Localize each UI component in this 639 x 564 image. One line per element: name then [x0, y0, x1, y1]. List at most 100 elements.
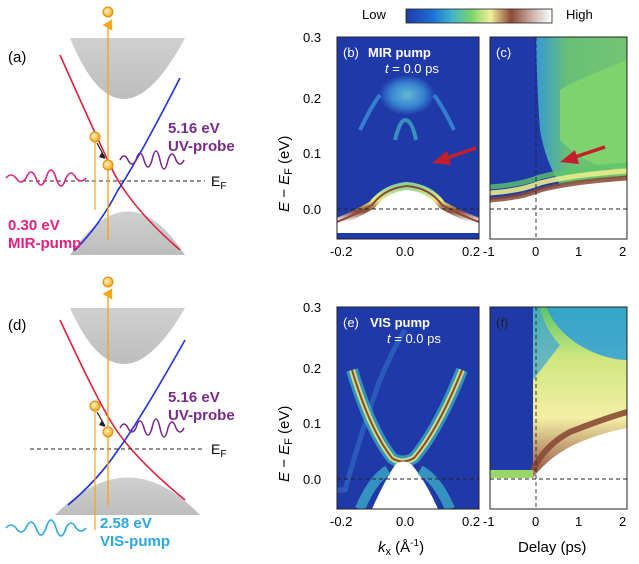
panel-f-hot-band: [530, 409, 627, 472]
probe-name-d: UV-probe: [168, 407, 235, 424]
panel-c-band-edge-yellow: [490, 168, 627, 196]
panel-c-occupied-region: [490, 178, 627, 239]
panel-f-edge-blue: [533, 307, 560, 380]
panel-e-xtick-pos: 0.2: [462, 514, 480, 529]
probe-name-a: UV-probe: [168, 138, 235, 155]
relaxation-arrow-a: [96, 142, 106, 159]
panel-f-pre-edge: [490, 470, 533, 478]
panel-f-pre-occupied: [490, 478, 533, 509]
pump-name-d: VIS-pump: [100, 533, 170, 550]
relaxed-electron-a: [102, 159, 114, 171]
panel-c-x-ticks: -1 0 1 2: [483, 244, 626, 259]
panel-b-right-branch: [432, 93, 456, 131]
delay-axis-label: Delay (ps): [518, 539, 586, 556]
panel-b-upper-spot: [379, 75, 435, 115]
bottom-y-tick-0-1: 0.1: [303, 416, 321, 431]
bottom-y-tick-0-0: 0.0: [303, 472, 321, 487]
panel-f-x-ticks: -1 0 1 2: [483, 514, 626, 529]
top-y-axis: 0.3 0.2 0.1 0.0 E − EF (eV): [276, 30, 321, 217]
panel-c-xtick-m1: -1: [483, 244, 495, 259]
panel-c-band-edge-green: [490, 162, 627, 190]
panel-e-title: VIS pump: [370, 315, 430, 330]
panel-c-xtick-0: 0: [532, 244, 539, 259]
top-y-tick-0-3: 0.3: [303, 30, 321, 45]
photoelectron-a: [102, 6, 114, 18]
panel-d-tag: (d): [8, 317, 26, 334]
panel-b-occupied-region: [337, 186, 479, 239]
panel-f-xtick-2: 2: [619, 514, 626, 529]
panel-c-red-arrow-head: [560, 150, 579, 164]
bottom-y-tick-0-2: 0.2: [303, 361, 321, 376]
panel-a-tag: (a): [8, 49, 26, 66]
panel-b-band-edge-core: [337, 184, 479, 223]
photoelectron-d: [102, 276, 114, 288]
bottom-y-axis-label: E − EF (eV): [276, 406, 295, 482]
panel-b-tag: (b): [343, 45, 359, 60]
panel-c-xtick-1: 1: [575, 244, 582, 259]
panel-b-x-ticks: -0.2 0.0 0.2: [330, 244, 480, 259]
probe-energy-a: 5.16 eV: [168, 120, 220, 137]
panel-b-red-arrow-shaft: [443, 146, 477, 161]
panel-e-arpes: (e) VIS pump t = 0.0 ps: [336, 306, 480, 510]
panel-b-xtick-neg: -0.2: [330, 244, 352, 259]
colorbar-high-label: High: [566, 7, 593, 22]
panel-e-xtick-neg: -0.2: [330, 514, 352, 529]
dirac-branch-blue-a: [74, 77, 181, 251]
panel-d-schematic: (d) EF 5.16 eV UV-probe 2.58 eV VIS-pump: [5, 276, 235, 550]
probe-wave-d: [119, 418, 185, 438]
panel-b-left-branch: [358, 93, 382, 131]
pump-energy-a: 0.30 eV: [8, 217, 60, 234]
panel-b-red-arrow-head: [432, 151, 451, 165]
panel-c-red-arrow-shaft: [571, 145, 606, 160]
probe-energy-d: 5.16 eV: [168, 389, 220, 406]
dirac-branch-blue-d: [67, 339, 186, 506]
panel-e-lower-left-branch: [355, 465, 391, 509]
panel-b-title: MIR pump: [368, 45, 431, 60]
panel-f-xtick-m1: -1: [483, 514, 495, 529]
panel-e-frame: [336, 306, 480, 510]
excited-electron-a: [89, 131, 101, 143]
fermi-label-a: EF: [211, 173, 226, 192]
panel-f-trarpes: (f): [489, 306, 628, 510]
panel-b-xtick-pos: 0.2: [462, 244, 480, 259]
relaxation-arrow-d: [96, 411, 106, 427]
panel-f-tag: (f): [496, 315, 508, 330]
panel-e-tag: (e): [343, 315, 359, 330]
pump-energy-d: 2.58 eV: [100, 515, 152, 532]
panel-b-xtick-zero: 0.0: [396, 244, 414, 259]
kx-axis-label: kx (Å-1): [378, 538, 424, 558]
colorbar-low-label: Low: [362, 7, 386, 22]
valence-band-a: [70, 211, 185, 255]
panel-e-x-ticks: -0.2 0.0 0.2: [330, 514, 480, 529]
colorbar-gradient: [405, 8, 553, 24]
panel-b-bottom-strip: [337, 233, 479, 239]
relaxation-arrowhead-d: [99, 420, 105, 427]
pump-name-a: MIR-pump: [8, 235, 81, 252]
panel-b-time: t = 0.0 ps: [385, 61, 439, 76]
panel-e-xtick-zero: 0.0: [396, 514, 414, 529]
panel-f-occupied-region: [533, 428, 627, 509]
panel-c-tag: (c): [496, 45, 511, 60]
conduction-band-d: [70, 308, 185, 364]
pump-wave-a: [5, 169, 87, 187]
panel-e-time: t = 0.0 ps: [387, 331, 441, 346]
excited-electron-d: [89, 400, 101, 412]
panel-f-frame: [489, 306, 628, 510]
panel-b-inner-branch: [393, 117, 418, 141]
dirac-branch-red-d: [59, 319, 186, 501]
fermi-label-d: EF: [211, 441, 226, 460]
top-y-tick-0-2: 0.2: [303, 91, 321, 106]
panel-e-v-core: [351, 369, 463, 463]
bottom-y-axis: 0.3 0.2 0.1 0.0 E − EF (eV): [276, 300, 321, 487]
valence-band-d: [55, 477, 200, 515]
panel-b-frame: [336, 36, 480, 240]
panel-c-xtick-2: 2: [619, 244, 626, 259]
panel-b-arpes: (b) MIR pump t = 0.0 ps: [336, 36, 480, 240]
panel-a-schematic: (a) EF 5.16 eV UV-probe 0.30 eV MIR-pump: [5, 6, 235, 255]
panel-f-xtick-0: 0: [532, 514, 539, 529]
relaxed-electron-d: [102, 426, 114, 438]
panel-f-upper-blue: [533, 307, 627, 360]
relaxation-arrowhead-a: [99, 152, 105, 159]
conduction-band-a: [70, 38, 185, 99]
